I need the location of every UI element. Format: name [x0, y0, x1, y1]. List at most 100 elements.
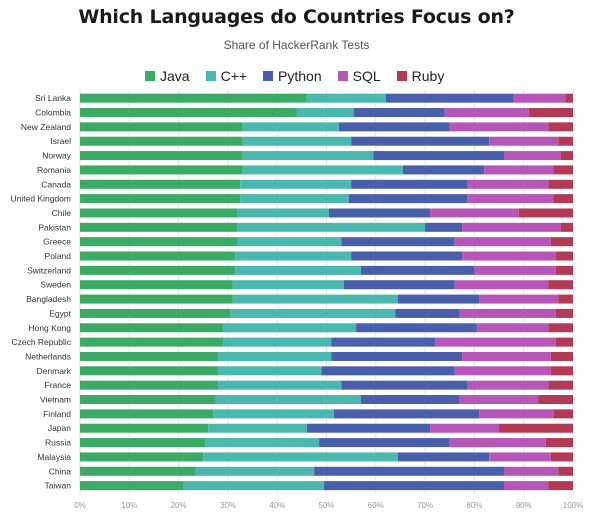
bar-segment-ruby	[565, 93, 573, 103]
bar-segment-python	[353, 108, 445, 118]
bar-segment-java	[80, 423, 209, 433]
bar-segment-java	[80, 222, 238, 232]
bar-segment-sql	[489, 136, 559, 146]
x-tick-label: 80%	[466, 501, 482, 510]
y-tick-label: United Kingdom	[11, 194, 71, 204]
bar-segment-ruby	[550, 366, 573, 376]
bar-segment-python	[351, 251, 463, 261]
bar-segment-python	[333, 409, 480, 419]
bar-segment-java	[80, 380, 219, 390]
bar-segment-java	[80, 122, 243, 132]
bar-segment-sql	[484, 165, 554, 175]
bar-segment-sql	[449, 122, 549, 132]
y-tick-label: Taiwan	[45, 481, 72, 491]
bar-segment-python	[351, 179, 468, 189]
bar-segment-c-	[237, 237, 342, 247]
bar-segment-sql	[430, 423, 500, 433]
bar-segment-c-	[183, 481, 325, 491]
bar-segment-sql	[467, 380, 549, 390]
x-tick-label: 60%	[368, 501, 384, 510]
y-tick-label: Russia	[45, 438, 71, 448]
bar-segment-c-	[242, 151, 374, 161]
bar-segment-python	[402, 165, 485, 175]
bar-segment-c-	[242, 165, 403, 175]
bar-segment-python	[343, 280, 455, 290]
x-tick-label: 100%	[563, 501, 583, 510]
bar-segment-ruby	[548, 280, 573, 290]
bar-segment-java	[80, 438, 206, 448]
bar-segment-ruby	[553, 409, 573, 419]
bar-segment-java	[80, 108, 297, 118]
bar-segment-java	[80, 280, 233, 290]
bar-segment-python	[361, 395, 460, 405]
bar-segment-sql	[444, 108, 529, 118]
bar-segment-c-	[232, 294, 398, 304]
bar-segment-ruby	[560, 151, 573, 161]
legend-label: Java	[160, 68, 190, 84]
legend: Java C++ Python SQL Ruby	[145, 67, 460, 85]
bar-segment-ruby	[555, 265, 573, 275]
bar-segment-ruby	[548, 179, 573, 189]
bar-segment-ruby	[550, 237, 573, 247]
bar-segment-ruby	[558, 294, 573, 304]
bar-segment-ruby	[555, 251, 573, 261]
x-tick-label: 30%	[220, 501, 236, 510]
bar-segment-sql	[462, 222, 561, 232]
legend-label: SQL	[352, 68, 381, 84]
bar-segment-java	[80, 395, 216, 405]
y-tick-label: Czech Republic	[11, 337, 71, 347]
bar-segment-sql	[479, 409, 554, 419]
bar-segment-ruby	[553, 165, 573, 175]
bar-segment-python	[356, 323, 477, 333]
bar-segment-ruby	[555, 337, 573, 347]
y-tick-label: Vietnam	[40, 395, 71, 405]
y-tick-label: Norway	[42, 151, 72, 161]
bar-segment-ruby	[518, 208, 573, 218]
bar-segment-python	[324, 481, 504, 491]
bar-segment-c-	[208, 423, 307, 433]
bar-segment-ruby	[528, 108, 573, 118]
bar-segment-ruby	[558, 466, 573, 476]
bar-segment-ruby	[553, 194, 573, 204]
bar-segment-sql	[503, 151, 561, 161]
y-tick-label: Malaysia	[37, 452, 71, 462]
bar-segment-python	[331, 337, 435, 347]
y-tick-label: Japan	[48, 423, 71, 433]
bar-segment-java	[80, 452, 204, 462]
bar-segment-c-	[306, 93, 386, 103]
bar-segment-sql	[459, 395, 539, 405]
y-tick-label: France	[45, 380, 72, 390]
y-tick-label: Egypt	[49, 308, 71, 318]
bar-segment-java	[80, 294, 233, 304]
bar-segment-python	[341, 237, 455, 247]
bar-segment-python	[328, 208, 431, 218]
bar-segment-ruby	[545, 438, 573, 448]
y-tick-label: Hong Kong	[28, 323, 71, 333]
bar-segment-sql	[454, 366, 551, 376]
bar-segment-java	[80, 265, 236, 275]
bar-segment-sql	[489, 452, 551, 462]
bar-segment-sql	[476, 323, 549, 333]
bar-segment-java	[80, 194, 241, 204]
bar-segment-sql	[503, 481, 549, 491]
x-tick-label: 50%	[318, 501, 334, 510]
bar-segment-c-	[235, 265, 362, 275]
bar-segment-python	[361, 265, 475, 275]
bar-segment-sql	[454, 237, 551, 247]
chart-subtitle: Share of HackerRank Tests	[223, 38, 370, 52]
y-tick-label: Romania	[37, 165, 71, 175]
legend-label: C++	[220, 68, 248, 84]
bar-segment-ruby	[550, 351, 573, 361]
bar-segment-java	[80, 337, 223, 347]
bar-segment-c-	[213, 409, 334, 419]
bar-segment-python	[397, 452, 490, 462]
bar-segment-java	[80, 481, 184, 491]
bar-segment-c-	[296, 108, 354, 118]
legend-item-sql: SQL	[337, 68, 381, 84]
bar-segment-python	[348, 194, 468, 204]
y-tick-label: Finland	[43, 409, 71, 419]
y-tick-label: Greece	[43, 237, 71, 247]
bar-segment-sql	[462, 351, 551, 361]
bar-segment-ruby	[538, 395, 573, 405]
bar-segment-sql	[430, 208, 519, 218]
